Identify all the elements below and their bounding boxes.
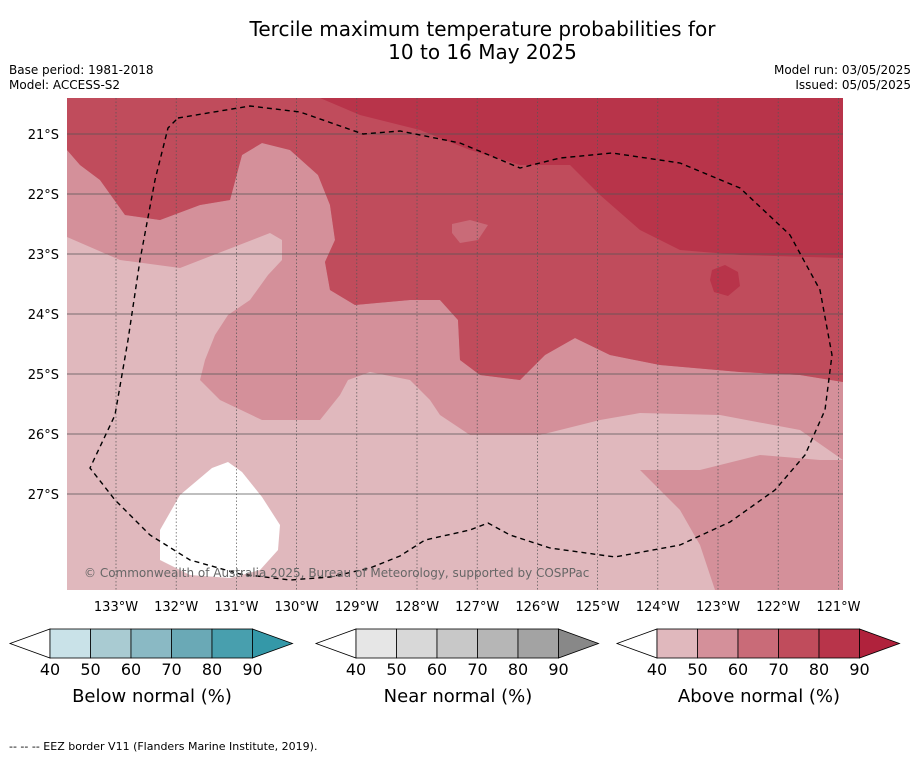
title-line-1: Tercile maximum temperature probabilitie…: [249, 17, 716, 41]
latitude-label: 24°S: [28, 308, 59, 323]
base-period: Base period: 1981-2018: [9, 63, 154, 77]
copyright-notice: © Commonwealth of Australia 2025, Bureau…: [84, 566, 589, 580]
band-above-50-bottom: [640, 455, 843, 590]
legend-swatch: [818, 628, 860, 659]
latitude-label: 25°S: [28, 368, 59, 383]
longitude-lines: [115, 98, 839, 590]
legend-tick-label: 80: [808, 660, 830, 679]
latitude-label: 22°S: [28, 188, 59, 203]
longitude-label: 121°W: [816, 600, 860, 615]
legend-tick-label: 70: [467, 660, 488, 679]
legend-tick-label: 70: [161, 660, 182, 679]
legend-near-normal: [314, 628, 600, 659]
graticule: [67, 98, 843, 590]
legend-tick-label: 40: [646, 660, 668, 679]
legend-above-normal: [615, 628, 901, 659]
legend-swatch: [130, 628, 172, 659]
footnote-eez: -- -- -- EEZ border V11 (Flanders Marine…: [9, 740, 318, 753]
longitude-label: 126°W: [515, 600, 559, 615]
legend-swatch: [697, 628, 739, 659]
legend-tick-label: 90: [849, 660, 870, 679]
legend-tick-label: 40: [345, 660, 367, 679]
title-line-2: 10 to 16 May 2025: [388, 40, 577, 64]
legend-above-label: Above normal (%): [677, 686, 841, 707]
legend-tick-label: 80: [201, 660, 223, 679]
legend-tick-label: 50: [687, 660, 708, 679]
contour-fill: [67, 98, 843, 590]
legend-swatch: [90, 628, 132, 659]
legend-tick-label: 60: [426, 660, 448, 679]
legend-swatch: [396, 628, 438, 659]
patch-above-80-small: [710, 265, 740, 296]
model-name: Model: ACCESS-S2: [9, 78, 121, 92]
legend-swatch: [436, 628, 478, 659]
eez-border: [89, 105, 833, 581]
legend-swatch-low-extend: [615, 628, 658, 659]
probability-map: 21°S22°S23°S24°S25°S26°S27°S 133°W 132°W 1…: [28, 98, 861, 615]
longitude-label: 122°W: [756, 600, 800, 615]
legend-tick-label: 90: [548, 660, 569, 679]
longitude-label: 132°W: [154, 600, 198, 615]
legend-swatch: [656, 628, 698, 659]
legend-swatch-high-extend: [859, 628, 901, 659]
model-run: Model run: 03/05/2025: [773, 63, 911, 77]
longitude-label: 133°W: [94, 600, 138, 615]
legend-swatch-high-extend: [252, 628, 294, 659]
legend-tick-label: 60: [727, 660, 749, 679]
latitude-lines: [67, 133, 843, 495]
meta-left: Base period: 1981-2018 Model: ACCESS-S2: [9, 63, 154, 93]
legend-near-swatches: [314, 628, 600, 659]
longitude-label: 127°W: [455, 600, 499, 615]
legend-tick-label: 50: [386, 660, 407, 679]
legend-swatch-low-extend: [314, 628, 357, 659]
band-below-normal: [160, 462, 280, 578]
longitude-label: 125°W: [576, 600, 620, 615]
longitude-label: 131°W: [214, 600, 258, 615]
longitude-label: 130°W: [275, 600, 319, 615]
latitude-label: 27°S: [28, 488, 59, 503]
legend-swatch: [211, 628, 253, 659]
legend-tick-label: 90: [242, 660, 263, 679]
longitude-labels: 133°W 132°W 131°W 130°W 129°W 128°W 127°W 126°W…: [94, 600, 861, 615]
longitude-label: 124°W: [636, 600, 680, 615]
legend-swatch: [355, 628, 397, 659]
latitude-label: 21°S: [28, 128, 59, 143]
latitude-label: 23°S: [28, 248, 59, 263]
legend-below-swatches: [8, 628, 294, 659]
band-above-40-bottom-right: [570, 573, 700, 590]
legend-swatch-high-extend: [558, 628, 600, 659]
longitude-label: 123°W: [696, 600, 740, 615]
legend-tick-label: 80: [507, 660, 529, 679]
legend-swatch: [171, 628, 213, 659]
legend-below-normal: [8, 628, 294, 659]
legend-tick-label: 50: [80, 660, 101, 679]
legend-swatch: [778, 628, 820, 659]
legend-tick-label: 70: [768, 660, 789, 679]
legend-above-swatches: [615, 628, 901, 659]
latitude-labels: 21°S 22°S 23°S 24°S 25°S 26°S 27°S: [28, 128, 59, 503]
legend-swatch-low-extend: [8, 628, 51, 659]
legend-swatch: [49, 628, 91, 659]
issued-date: Issued: 05/05/2025: [795, 78, 911, 92]
legend-swatch: [477, 628, 519, 659]
meta-right: Model run: 03/05/2025 Issued: 05/05/2025: [774, 63, 911, 93]
legend-tick-label: 40: [39, 660, 61, 679]
band-above-80: [320, 98, 843, 258]
legend-swatch: [737, 628, 779, 659]
patch-above-60-small: [452, 220, 488, 243]
latitude-label: 26°S: [28, 428, 59, 443]
legend-tick-label: 60: [120, 660, 142, 679]
legend-below-label: Below normal (%): [72, 686, 232, 707]
legend-near-label: Near normal (%): [383, 686, 533, 707]
longitude-label: 129°W: [335, 600, 379, 615]
longitude-label: 128°W: [395, 600, 439, 615]
legend-swatch: [517, 628, 559, 659]
page-title: Tercile maximum temperature probabilitie…: [0, 18, 919, 64]
